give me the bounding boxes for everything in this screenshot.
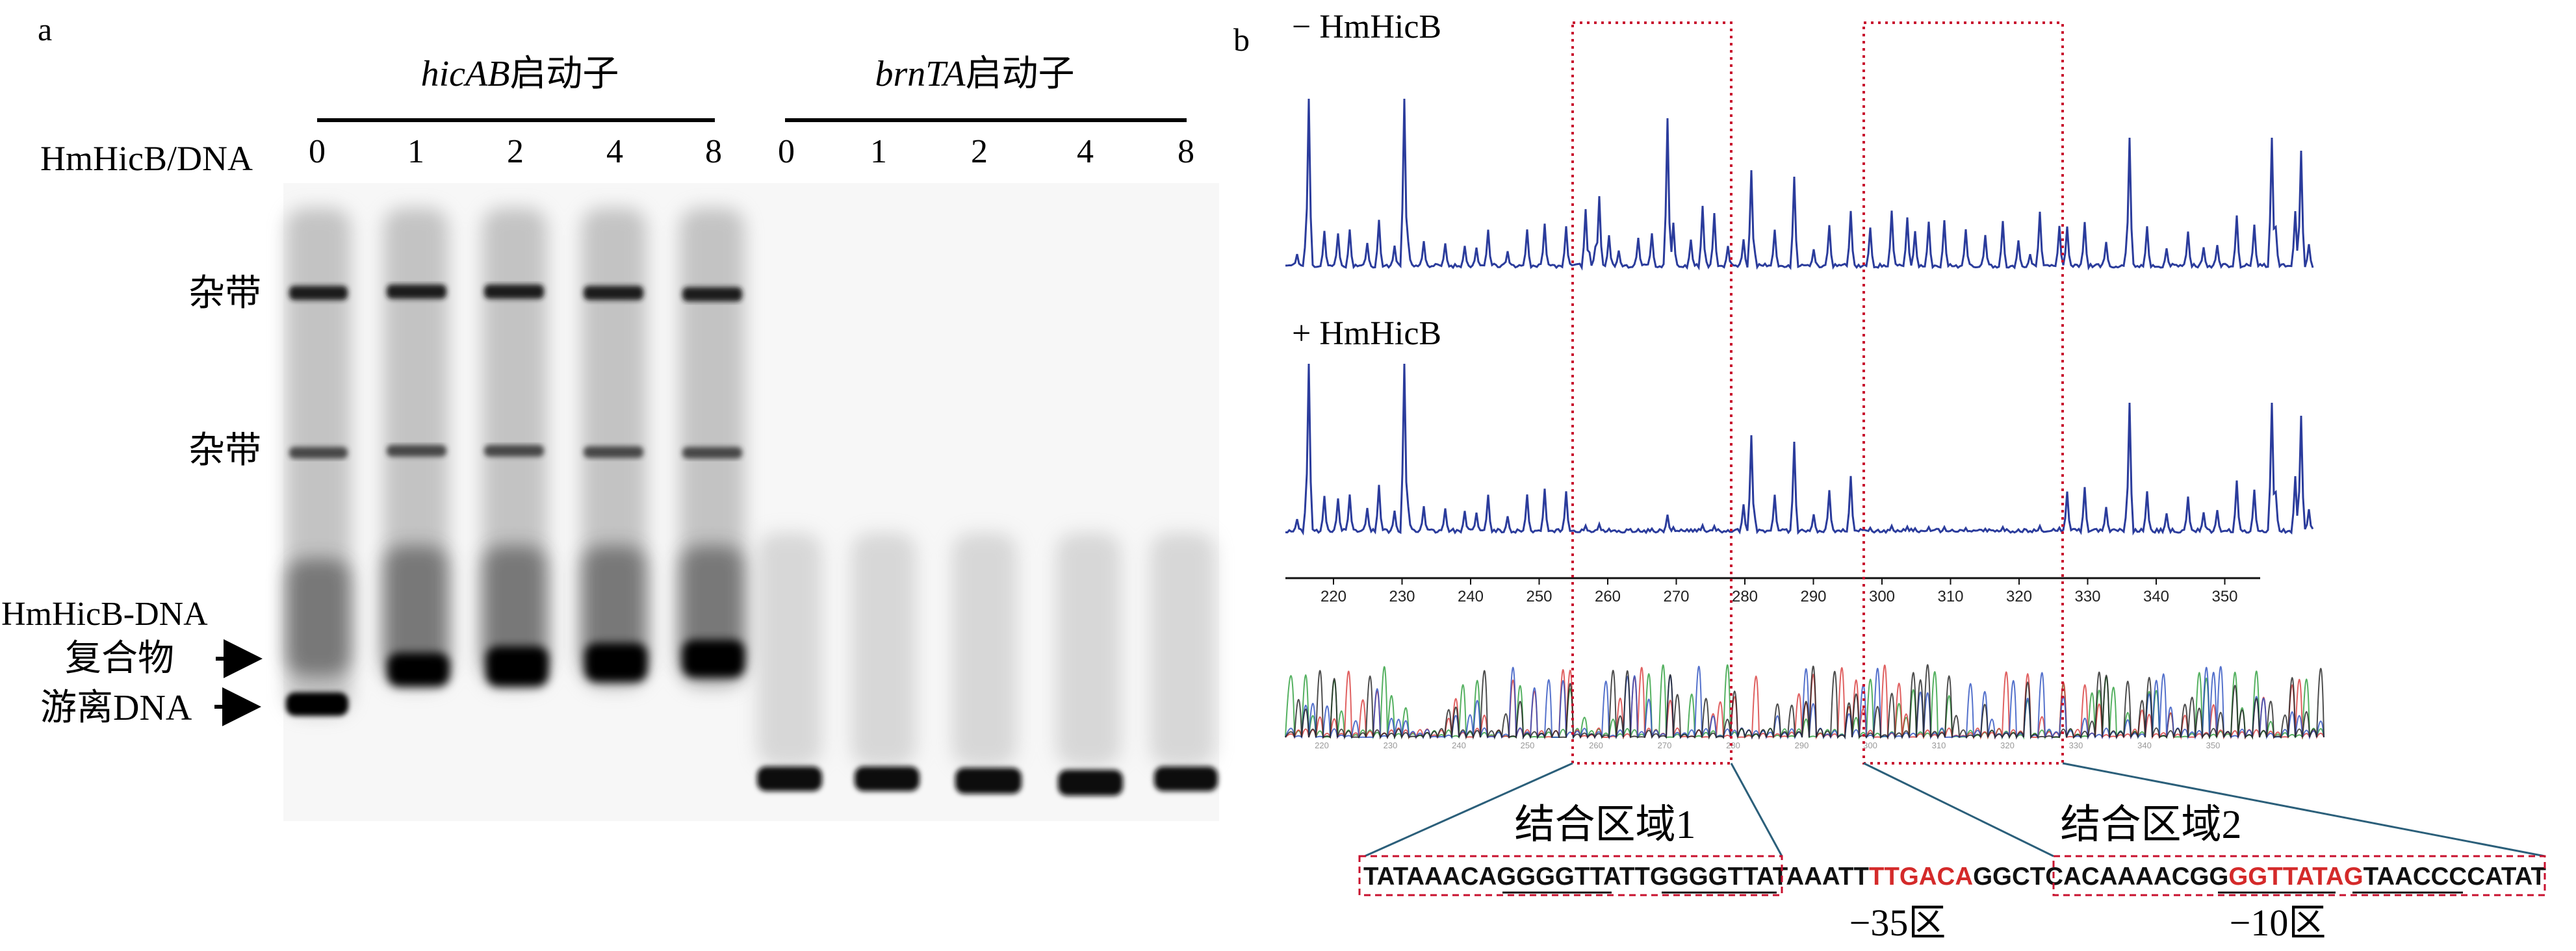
- trace-minus-hmhicb: [1285, 98, 2314, 271]
- chromatogram-tick-label: 270: [1658, 741, 1672, 750]
- lane-label: 1: [870, 133, 887, 170]
- axis-tick-label: 250: [1526, 588, 1552, 605]
- binding-region-2-box: [1862, 21, 2064, 765]
- seq-segment: TTGACA: [1869, 863, 1973, 891]
- seq-segment: TATAAACAG: [1363, 863, 1516, 891]
- nonspecific-band-label-top: 杂带: [188, 273, 261, 314]
- lane-label: 1: [407, 133, 424, 170]
- position-axis-ticks: 220 230 240 250 260 270 280 290 300 310 320 330 340 3…: [1320, 578, 2238, 605]
- seq-segment: GGGGTTAT: [1650, 863, 1788, 891]
- chromatogram-tick-label: 310: [1932, 741, 1946, 750]
- binding-region-1-box: [1571, 21, 1732, 765]
- chromatogram-tick-label: 320: [2000, 741, 2015, 750]
- axis-tick-label: 260: [1595, 588, 1621, 605]
- complex-label-line1: HmHicB-DNA: [1, 596, 208, 633]
- ratio-label: HmHicB/DNA: [40, 139, 253, 178]
- lane-labels-brnta: 0 1 2 4 8: [778, 133, 1194, 170]
- chromatogram-tick-label: 280: [1726, 741, 1740, 750]
- chromatogram-tick-label: 300: [1863, 741, 1877, 750]
- panel-a-label: a: [38, 11, 52, 47]
- sequence-region-1-box: [1358, 855, 1783, 896]
- sequencing-chromatogram: [1285, 664, 2325, 740]
- nonspecific-band-label-mid: 杂带: [188, 431, 261, 471]
- chromatogram-tick-label: 230: [1384, 741, 1398, 750]
- chromatogram-tick-label: 350: [2206, 741, 2221, 750]
- seq-segment: GGTTATAG: [2228, 863, 2363, 891]
- chromatogram-trace: [1285, 665, 2325, 740]
- axis-tick-label: 320: [2006, 588, 2032, 605]
- chromatogram-tick-label: 340: [2137, 741, 2152, 750]
- lane-label: 2: [507, 133, 524, 170]
- seq-segment: GGGTTAT: [1516, 863, 1635, 891]
- lane-label: 2: [971, 133, 988, 170]
- chromatogram-trace: [1285, 664, 2325, 740]
- chromatogram-tick-label: 290: [1795, 741, 1809, 750]
- region-connectors: [1364, 762, 2545, 857]
- chromatogram-tick-label: 250: [1521, 741, 1535, 750]
- chromatogram-tick-label: 330: [2069, 741, 2083, 750]
- chromatogram-tick-label: 240: [1452, 741, 1466, 750]
- trace-plus-hmhicb: [1285, 363, 2314, 536]
- chromatogram-tick-label: 220: [1315, 741, 1329, 750]
- lane-label: 0: [309, 133, 326, 170]
- axis-tick-label: 300: [1869, 588, 1895, 605]
- lane-label: 4: [1077, 133, 1094, 170]
- axis-tick-label: 220: [1320, 588, 1346, 605]
- lane-label: 4: [606, 133, 623, 170]
- axis-tick-label: 290: [1800, 588, 1826, 605]
- axis-tick-label: 280: [1732, 588, 1758, 605]
- chromatogram-tick-label: 260: [1589, 741, 1603, 750]
- lane-label: 8: [1178, 133, 1194, 170]
- axis-tick-label: 240: [1458, 588, 1484, 605]
- binding-region-1-label: 结合区域1: [1514, 803, 1695, 847]
- axis-tick-label: 270: [1663, 588, 1689, 605]
- minus35-region-label: −35区: [1849, 902, 1946, 944]
- trace-minus-label: − HmHicB: [1292, 8, 1441, 45]
- seq-segment: T: [1634, 863, 1650, 891]
- brnta-promoter-title: brnTA启动子: [875, 54, 1075, 94]
- sequence-region-2-box: [2052, 855, 2546, 896]
- axis-tick-label: 310: [1937, 588, 1963, 605]
- chromatogram-ticks: 220 230 240 250 260 270 280 290 300 310 320 330 340 3…: [1315, 741, 2220, 750]
- lane-label: 0: [778, 133, 795, 170]
- binding-region-2-label: 结合区域2: [2060, 803, 2241, 847]
- trace-plus-label: + HmHicB: [1292, 315, 1441, 352]
- panel-b: b − HmHicB + HmHicB 220 230 240 250 260 270 28…: [1233, 8, 2546, 944]
- minus10-region-label: −10区: [2230, 902, 2326, 944]
- hicab-promoter-title: hicAB启动子: [421, 54, 619, 94]
- axis-tick-label: 340: [2143, 588, 2169, 605]
- lane-labels-hicab: 0 1 2 4 8: [309, 133, 722, 170]
- axis-tick-label: 330: [2074, 588, 2100, 605]
- free-dna-label: 游离DNA: [40, 688, 192, 728]
- gel-image: [283, 183, 1219, 821]
- axis-tick-label: 350: [2211, 588, 2237, 605]
- seq-segment: GGCTC: [1973, 863, 2063, 891]
- panel-a: a hicAB启动子 brnTA启动子 HmHicB/DNA 0 1 2 4 8…: [1, 11, 1219, 821]
- panel-b-label: b: [1233, 21, 1250, 58]
- seq-segment: ACAAAACGG: [2063, 863, 2228, 891]
- axis-tick-label: 230: [1389, 588, 1415, 605]
- complex-label-line2: 复合物: [65, 639, 174, 679]
- lane-label: 8: [705, 133, 722, 170]
- promoter-sequence: TATAAACAGGGGTTATTGGGGTTATAAATTTTGACAGGCT…: [1363, 863, 2546, 891]
- seq-segment: AAATT: [1786, 863, 1869, 891]
- seq-segment: TAACCCCATAT: [2363, 863, 2547, 891]
